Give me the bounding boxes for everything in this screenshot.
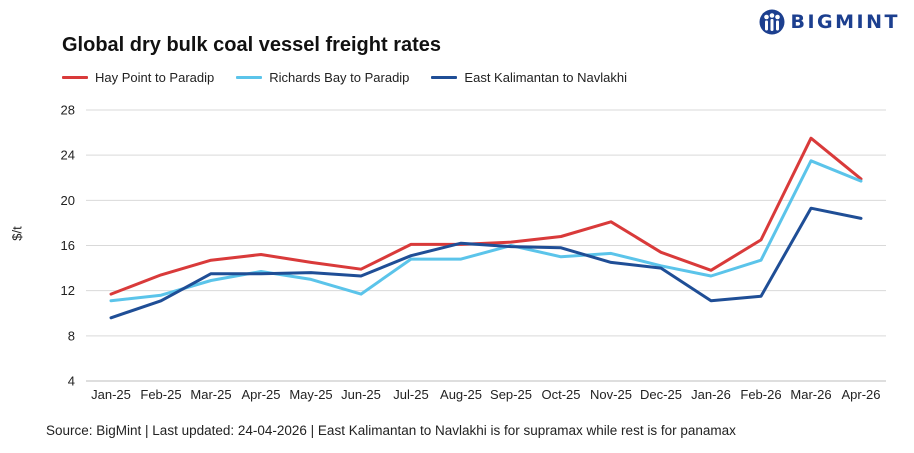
series-line: [109, 206, 863, 320]
legend-swatch: [62, 76, 88, 79]
y-tick-label: 16: [61, 238, 75, 253]
x-tick-label: Mar-25: [190, 387, 231, 402]
y-tick-label: 28: [61, 103, 75, 118]
chart-title: Global dry bulk coal vessel freight rate…: [62, 34, 442, 56]
x-tick-label: Feb-25: [140, 387, 181, 402]
x-tick-label: Jan-25: [91, 387, 131, 402]
x-tick-label: Mar-26: [790, 387, 831, 402]
x-tick-label: Jul-25: [393, 387, 428, 402]
legend-item: Hay Point to Paradip: [62, 70, 214, 85]
y-tick-label: 24: [61, 148, 75, 163]
series-line: [109, 159, 863, 303]
brand-name: BIGMINT: [790, 11, 900, 33]
bigmint-logo-icon: [759, 9, 784, 35]
y-tick-label: 12: [61, 283, 75, 298]
x-tick-label: Apr-25: [241, 387, 280, 402]
x-tick-label: Feb-26: [740, 387, 781, 402]
series-line: [109, 136, 863, 296]
x-tick-label: Aug-25: [440, 387, 482, 402]
chart-legend: Hay Point to Paradip Richards Bay to Para…: [62, 70, 649, 85]
legend-label: East Kalimantan to Navlakhi: [464, 70, 628, 85]
legend-swatch: [236, 76, 263, 79]
x-tick-label: Dec-25: [640, 387, 682, 402]
x-tick-label: May-25: [289, 387, 332, 402]
y-tick-label: 8: [68, 328, 75, 343]
legend-label: Richards Bay to Paradip: [269, 70, 410, 85]
legend-label: Hay Point to Paradip: [95, 70, 215, 85]
x-tick-label: Jan-26: [691, 387, 731, 402]
x-tick-label: Oct-25: [541, 387, 580, 402]
legend-swatch: [431, 76, 458, 79]
legend-item: Richards Bay to Paradip: [236, 70, 409, 85]
x-tick-label: Sep-25: [490, 387, 532, 402]
y-tick-label: 4: [68, 374, 75, 389]
brand-logo: BIGMINT: [759, 9, 901, 35]
legend-item: East Kalimantan to Navlakhi: [431, 70, 627, 85]
y-tick-label: 20: [61, 193, 75, 208]
x-tick-label: Nov-25: [590, 387, 632, 402]
source-note: Source: BigMint | Last updated: 24-04-20…: [46, 423, 736, 438]
x-tick-label: Jun-25: [341, 387, 381, 402]
x-tick-label: Apr-26: [841, 387, 880, 402]
